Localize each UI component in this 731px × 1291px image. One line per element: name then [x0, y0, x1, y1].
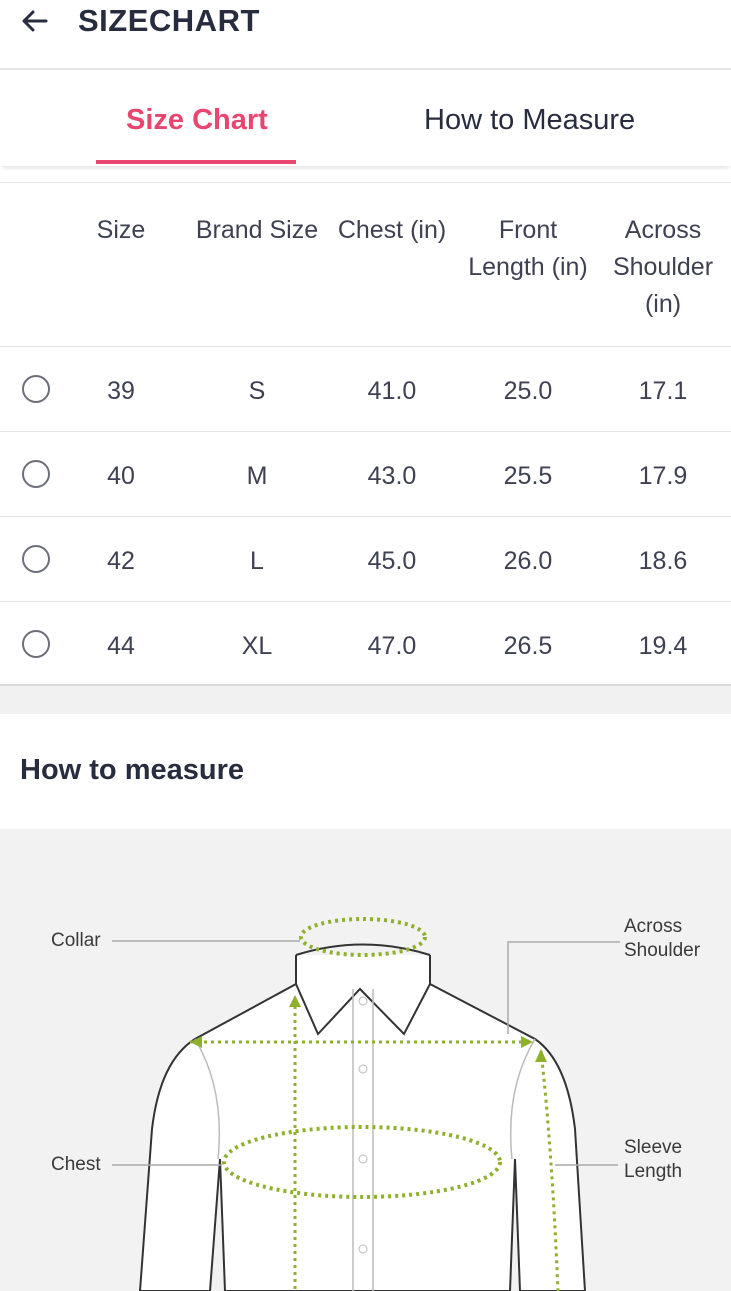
cell-front-length: 25.5 — [503, 462, 553, 490]
cell-front-length: 25.0 — [503, 377, 553, 405]
label-collar: Collar — [51, 930, 101, 951]
column-header-across-shoulder: Across Shoulder (in) — [612, 216, 714, 318]
cell-brand-size: XL — [241, 632, 273, 660]
cell-chest: 45.0 — [367, 547, 417, 575]
column-header-brand-size: Brand Size — [195, 216, 319, 244]
column-header-front-length: Front Length (in) — [468, 216, 588, 281]
shirt-measurement-figure: Collar Chest Across Shoulder Sleeve Leng… — [0, 829, 731, 1291]
cell-front-length: 26.5 — [503, 632, 553, 660]
cell-across-shoulder: 17.9 — [638, 462, 688, 490]
app-header: SIZECHART — [0, 0, 731, 70]
cell-across-shoulder: 17.1 — [638, 377, 688, 405]
column-header-size: Size — [96, 216, 146, 244]
tab-how-to-measure[interactable]: How to Measure — [424, 104, 636, 136]
cell-across-shoulder: 19.4 — [638, 632, 688, 660]
cell-chest: 41.0 — [367, 377, 417, 405]
active-tab-indicator — [96, 160, 296, 164]
cell-brand-size: M — [246, 462, 268, 490]
tab-bar: Size Chart How to Measure — [0, 70, 731, 166]
size-radio-button[interactable] — [22, 460, 50, 488]
cell-across-shoulder: 18.6 — [638, 547, 688, 575]
cell-size: 44 — [107, 632, 135, 660]
size-radio-button[interactable] — [22, 630, 50, 658]
label-chest: Chest — [51, 1154, 101, 1175]
cell-chest: 43.0 — [367, 462, 417, 490]
page-title: SIZECHART — [78, 3, 260, 38]
column-header-chest: Chest (in) — [337, 216, 447, 244]
size-radio-button[interactable] — [22, 375, 50, 403]
table-row[interactable]: 42 L 45.0 26.0 18.6 — [0, 516, 731, 601]
cell-size: 40 — [107, 462, 135, 490]
section-separator — [0, 684, 731, 714]
cell-chest: 47.0 — [367, 632, 417, 660]
shirt-diagram — [112, 917, 620, 1291]
how-to-measure-heading: How to measure — [20, 754, 244, 786]
divider — [0, 182, 731, 183]
arrow-left-icon[interactable] — [18, 4, 52, 38]
label-across-shoulder: Across Shoulder — [624, 916, 701, 961]
size-radio-button[interactable] — [22, 545, 50, 573]
cell-brand-size: L — [250, 547, 264, 575]
cell-brand-size: S — [248, 377, 266, 405]
cell-front-length: 26.0 — [503, 547, 553, 575]
label-sleeve-length: Sleeve Length — [624, 1137, 683, 1182]
table-row[interactable]: 40 M 43.0 25.5 17.9 — [0, 431, 731, 516]
table-row[interactable]: 39 S 41.0 25.0 17.1 — [0, 346, 731, 431]
cell-size: 39 — [107, 377, 135, 405]
cell-size: 42 — [107, 547, 135, 575]
tab-size-chart[interactable]: Size Chart — [126, 104, 268, 136]
table-row[interactable]: 44 XL 47.0 26.5 19.4 — [0, 601, 731, 686]
